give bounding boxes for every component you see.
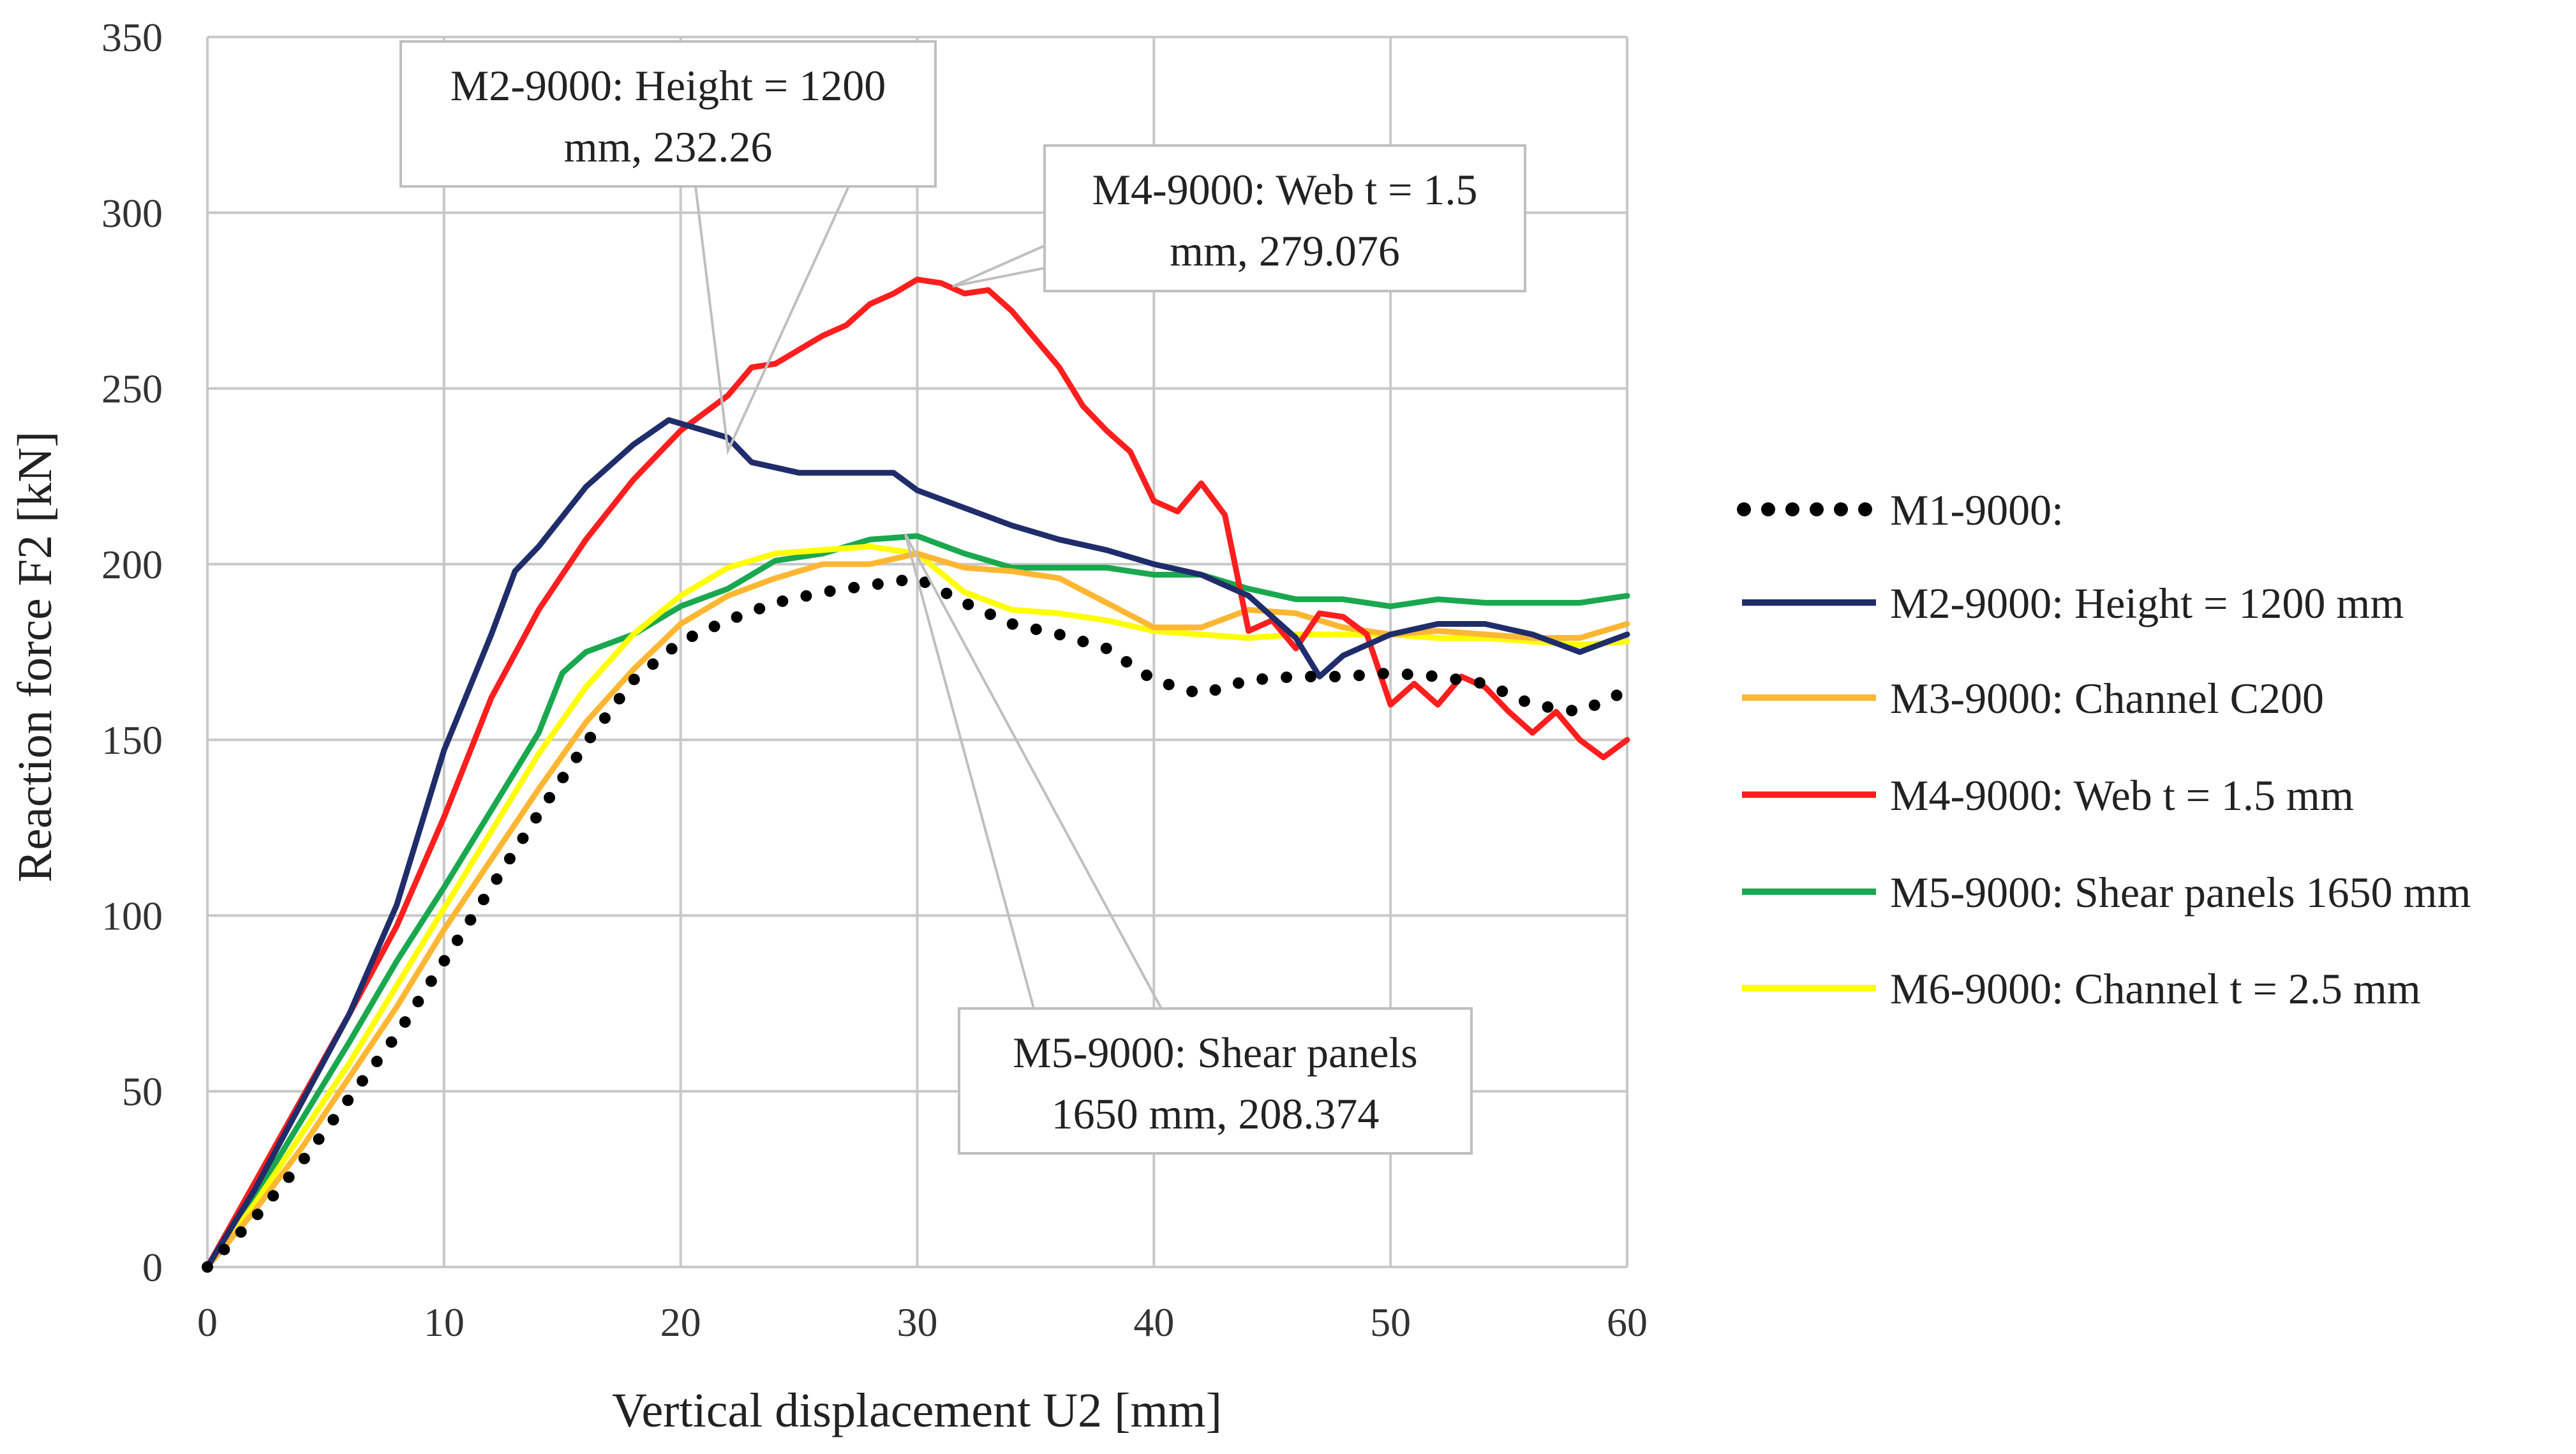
y-tick-label: 0 <box>142 1245 163 1290</box>
x-tick-label: 50 <box>1370 1300 1411 1345</box>
y-axis-ticks: 0 50 100 150 200 250 300 350 <box>101 15 163 1290</box>
x-tick-label: 40 <box>1133 1300 1174 1345</box>
y-tick-label: 50 <box>122 1069 163 1114</box>
annotation-leader <box>904 534 1164 1010</box>
series-line-2 <box>204 417 1630 1270</box>
x-axis-ticks: 0 10 20 30 40 50 60 <box>197 1300 1648 1345</box>
legend-label-6: M6-9000: Channel t = 2.5 mm <box>1890 964 2421 1013</box>
y-tick-label: 200 <box>101 542 163 587</box>
annotation-label: M4-9000: Web t = 1.5 <box>1092 165 1478 214</box>
x-tick-label: 30 <box>897 1300 938 1345</box>
annotation-label: M2-9000: Height = 1200 <box>450 61 886 110</box>
annotations: M2-9000: Height = 1200 mm, 232.26 M4-9000:… <box>399 40 1526 1155</box>
annotation-leader <box>952 243 1046 288</box>
legend-label-4: M4-9000: Web t = 1.5 mm <box>1890 771 2354 820</box>
legend-label-1: M1-9000: <box>1890 486 2064 534</box>
legend-label-2: M2-9000: Height = 1200 mm <box>1890 579 2404 627</box>
y-tick-label: 300 <box>101 190 163 236</box>
annotation-box <box>1043 144 1526 292</box>
x-tick-label: 10 <box>424 1300 465 1345</box>
x-tick-label: 60 <box>1607 1300 1648 1345</box>
series-line-1 <box>202 572 1633 1273</box>
annotation-label: mm, 279.076 <box>1170 227 1400 275</box>
annotation-label: M5-9000: Shear panels <box>1013 1028 1418 1077</box>
legend-label-3: M3-9000: Channel C200 <box>1890 674 2324 723</box>
annotation-label: mm, 232.26 <box>564 123 773 171</box>
series-layer <box>202 276 1633 1273</box>
x-tick-label: 20 <box>660 1300 701 1345</box>
annotation-box <box>958 1007 1473 1155</box>
y-tick-label: 350 <box>101 15 163 60</box>
y-tick-label: 250 <box>101 366 163 412</box>
series-line-5 <box>204 533 1630 1270</box>
x-tick-label: 0 <box>197 1300 218 1345</box>
annotation-leader <box>694 185 851 456</box>
y-axis-title: Reaction force F2 [kN] <box>8 431 62 883</box>
series-line-4 <box>204 276 1630 1270</box>
annotation-label: 1650 mm, 208.374 <box>1052 1090 1380 1138</box>
y-tick-label: 150 <box>101 717 163 763</box>
y-tick-label: 100 <box>101 893 163 938</box>
x-axis-title: Vertical displacement U2 [mm] <box>612 1384 1222 1437</box>
legend: M1-9000: M2-9000: Height = 1200 mm M3-9000… <box>1737 486 2471 1013</box>
annotation-box <box>399 40 937 188</box>
legend-label-5: M5-9000: Shear panels 1650 mm <box>1890 868 2471 917</box>
